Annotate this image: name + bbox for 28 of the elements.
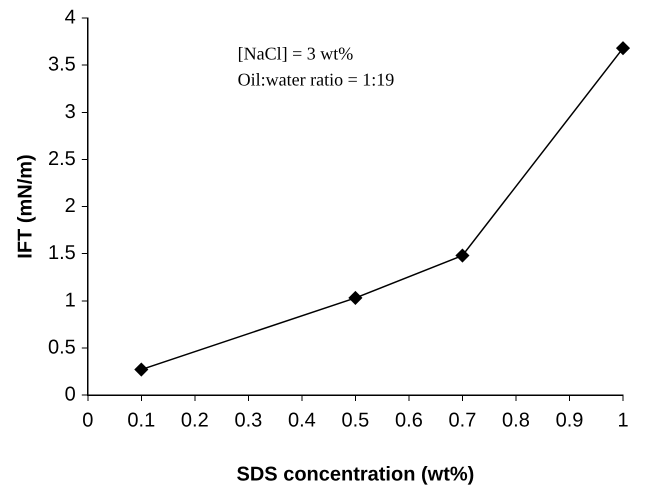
x-tick-label: 0.8 bbox=[502, 410, 530, 432]
x-tick-label: 0.1 bbox=[127, 410, 156, 432]
x-tick-label: 1 bbox=[617, 410, 629, 432]
x-tick-label: 0.4 bbox=[288, 410, 316, 432]
y-tick-label: 4 bbox=[64, 6, 76, 29]
point bbox=[616, 41, 630, 55]
y-tick-label: 0.5 bbox=[48, 336, 76, 358]
y-axis-title: IFT (mN/m) bbox=[14, 154, 37, 259]
y-tick-label: 3.5 bbox=[48, 54, 76, 76]
point bbox=[456, 248, 470, 262]
y-tick-label: 2 bbox=[64, 195, 76, 218]
x-tick-label: 0.6 bbox=[395, 410, 423, 432]
point bbox=[348, 291, 362, 305]
y-tick-label: 1.5 bbox=[48, 242, 76, 264]
y-tick-label: 2.5 bbox=[48, 148, 76, 170]
annotation: Oil:water ratio = 1:19 bbox=[238, 70, 394, 90]
x-tick-label: 0 bbox=[82, 410, 94, 432]
x-tick-label: 0.5 bbox=[341, 410, 370, 432]
annotation: [NaCl] = 3 wt% bbox=[238, 44, 354, 64]
y-tick-label: 1 bbox=[64, 289, 76, 312]
point bbox=[134, 362, 148, 376]
x-tick-label: 0.3 bbox=[234, 410, 262, 432]
y-tick-label: 3 bbox=[64, 100, 76, 123]
x-tick-label: 0.2 bbox=[180, 410, 209, 432]
x-axis-title: SDS concentration (wt%) bbox=[236, 464, 474, 486]
x-tick-label: 0.7 bbox=[448, 410, 476, 432]
y-tick-label: 0 bbox=[64, 384, 76, 406]
x-tick-label: 0.9 bbox=[556, 410, 584, 432]
